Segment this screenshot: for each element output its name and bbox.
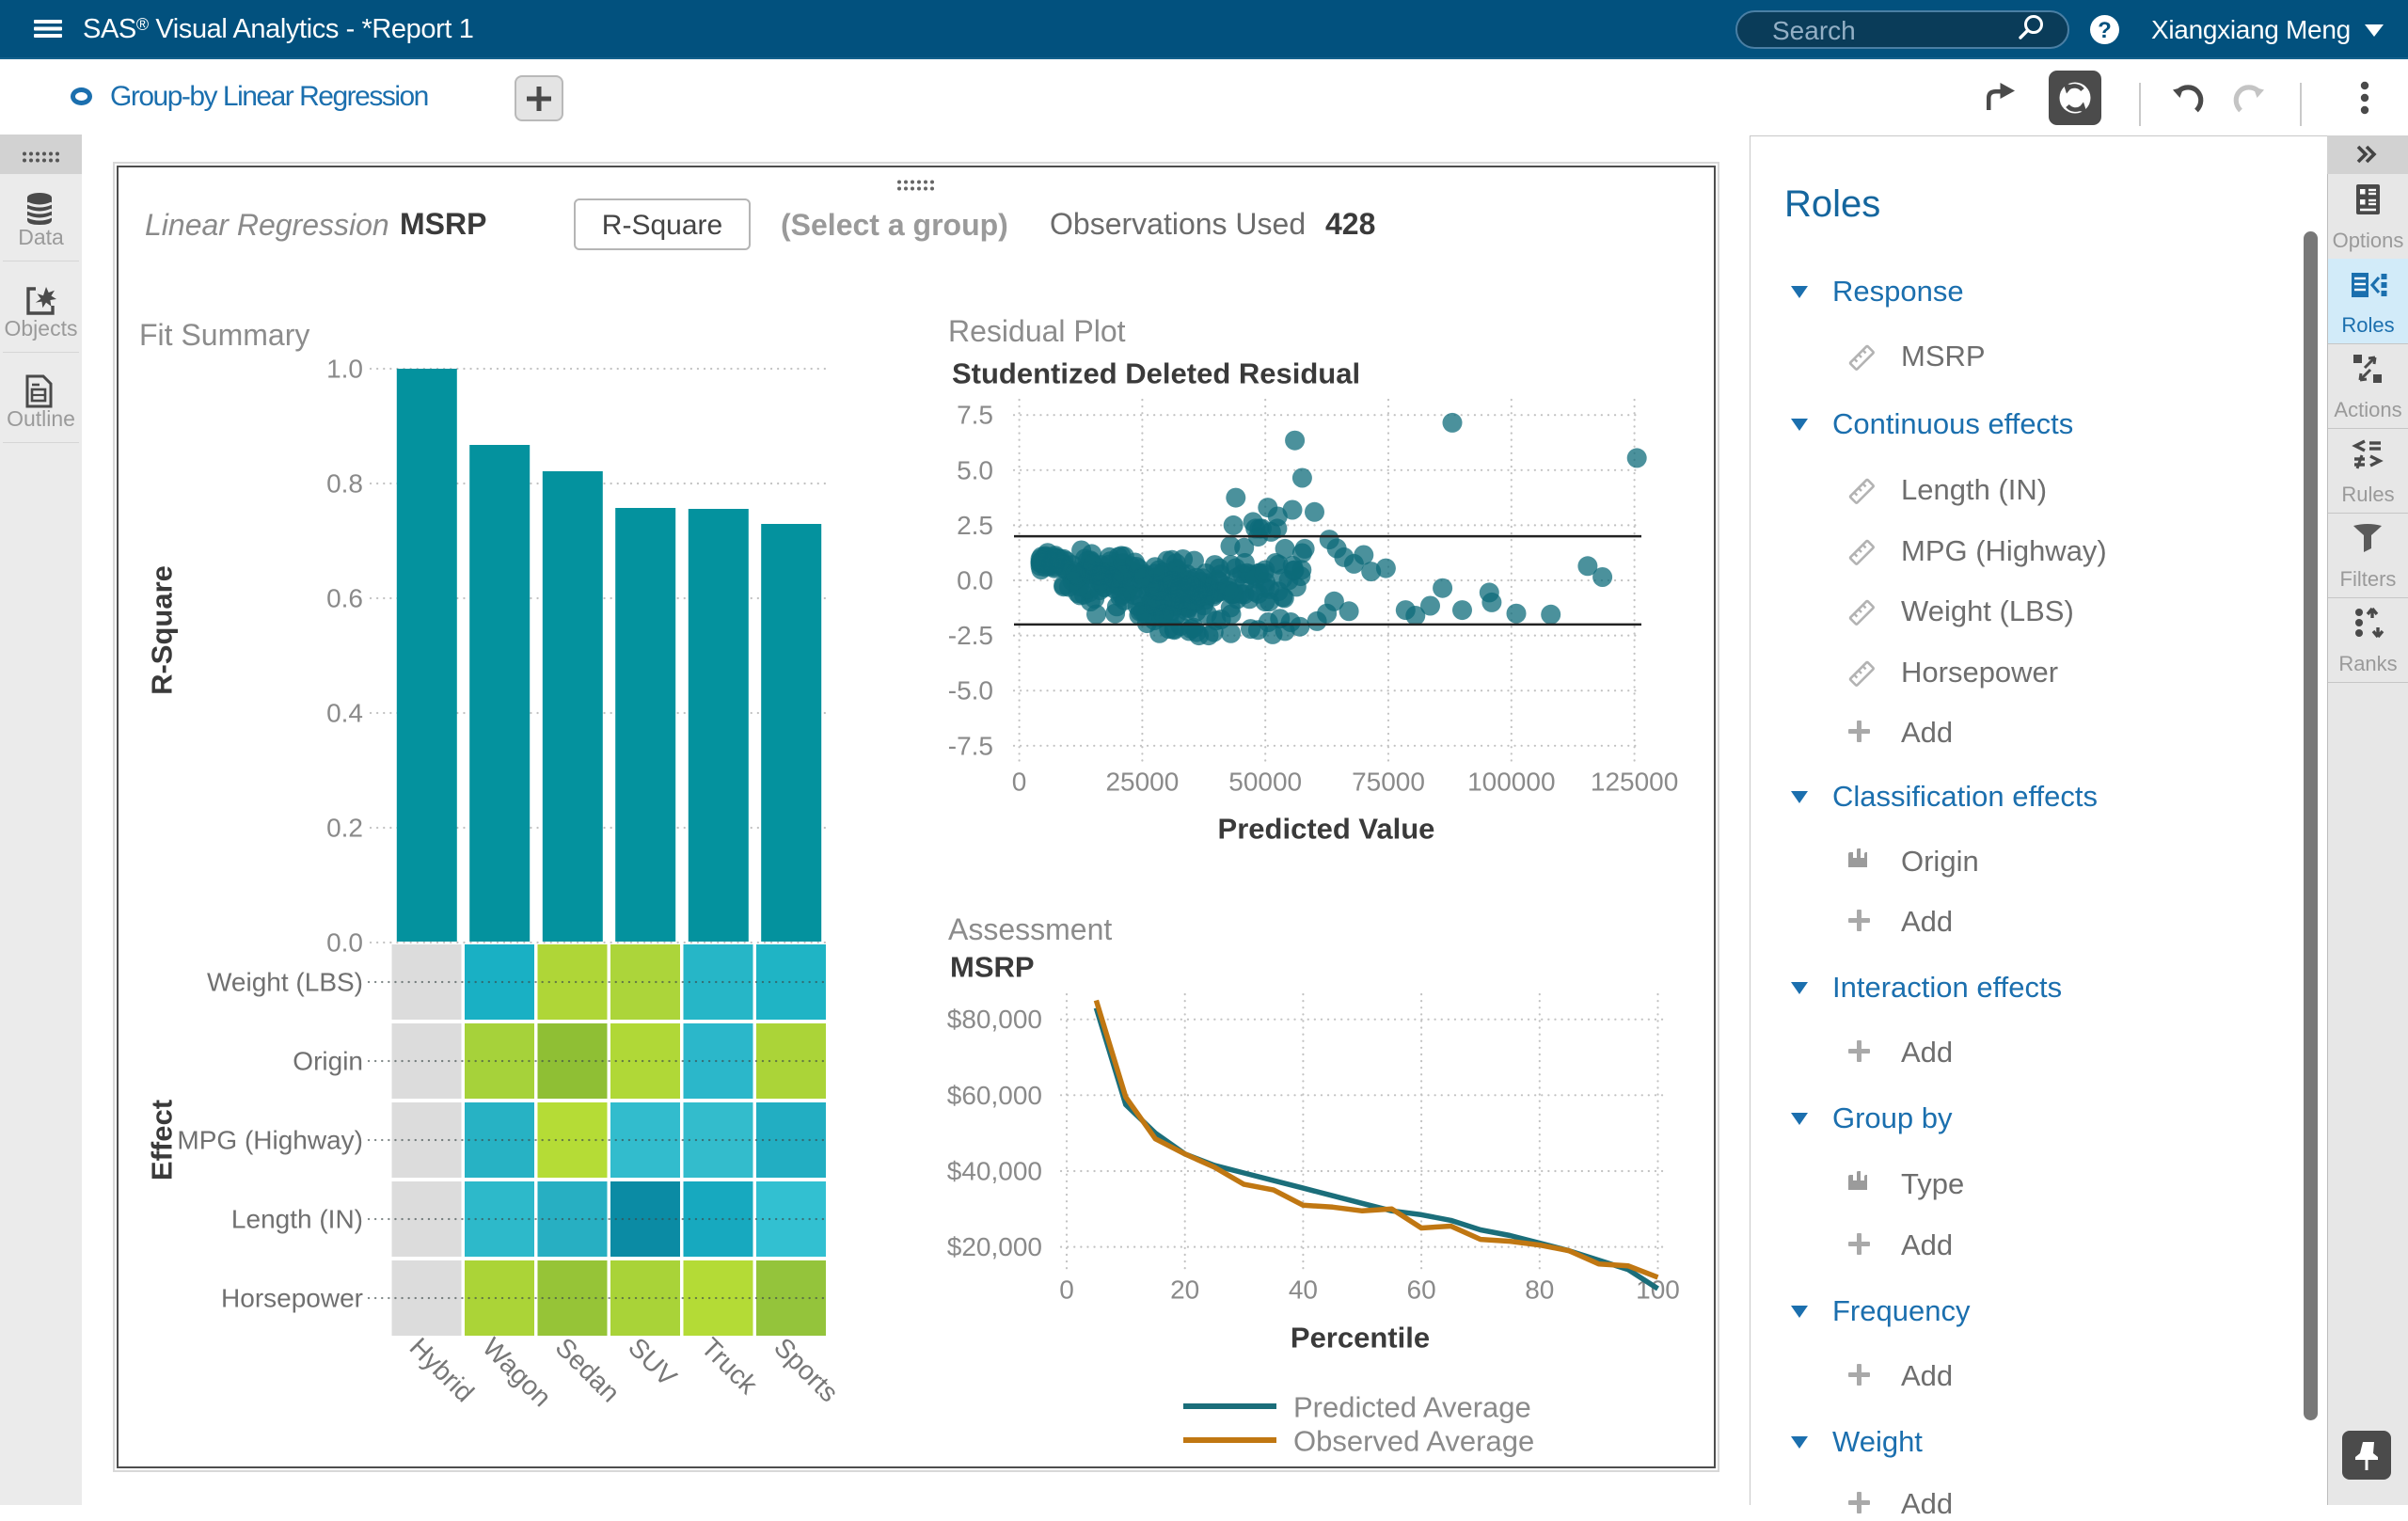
svg-text:1.0: 1.0: [326, 355, 363, 384]
svg-text:Horsepower: Horsepower: [221, 1284, 363, 1313]
svg-text:Origin: Origin: [293, 1047, 363, 1076]
svg-text:Predicted Average: Predicted Average: [1293, 1391, 1531, 1424]
svg-text:$40,000: $40,000: [947, 1157, 1042, 1186]
svg-text:75000: 75000: [1352, 768, 1425, 797]
svg-text:MSRP: MSRP: [950, 951, 1035, 984]
svg-text:$20,000: $20,000: [947, 1232, 1042, 1261]
svg-text:20: 20: [1170, 1275, 1199, 1305]
svg-text:Truck: Truck: [695, 1332, 764, 1401]
svg-text:50000: 50000: [1228, 768, 1302, 797]
svg-text:40: 40: [1289, 1275, 1318, 1305]
svg-text:0.0: 0.0: [326, 928, 363, 958]
svg-text:0: 0: [1012, 768, 1027, 797]
svg-text:80: 80: [1525, 1275, 1554, 1305]
svg-text:$60,000: $60,000: [947, 1081, 1042, 1110]
svg-text:0.2: 0.2: [326, 814, 363, 843]
svg-text:0.8: 0.8: [326, 469, 363, 499]
svg-text:-7.5: -7.5: [948, 731, 993, 760]
svg-text:-2.5: -2.5: [948, 621, 993, 650]
svg-text:Sports: Sports: [768, 1332, 844, 1408]
svg-text:Length (IN): Length (IN): [231, 1205, 363, 1234]
svg-text:$80,000: $80,000: [947, 1005, 1042, 1034]
svg-text:0.0: 0.0: [957, 566, 993, 595]
svg-text:Wagon: Wagon: [476, 1332, 557, 1413]
svg-text:Predicted Value: Predicted Value: [1218, 813, 1435, 846]
svg-text:-5.0: -5.0: [948, 676, 993, 705]
svg-text:Studentized Deleted Residual: Studentized Deleted Residual: [952, 357, 1360, 390]
svg-text:2.5: 2.5: [957, 511, 993, 540]
svg-text:Sedan: Sedan: [549, 1332, 626, 1408]
svg-text:7.5: 7.5: [957, 401, 993, 430]
svg-text:Hybrid: Hybrid: [404, 1332, 480, 1408]
svg-text:5.0: 5.0: [957, 455, 993, 484]
svg-text:R-Square: R-Square: [146, 565, 179, 695]
svg-text:125000: 125000: [1591, 768, 1678, 797]
svg-text:0: 0: [1059, 1275, 1074, 1305]
svg-text:100000: 100000: [1467, 768, 1555, 797]
svg-text:Fit Summary: Fit Summary: [139, 318, 309, 352]
svg-text:SUV: SUV: [622, 1332, 682, 1392]
svg-text:25000: 25000: [1105, 768, 1179, 797]
svg-text:0.6: 0.6: [326, 584, 363, 613]
svg-text:MPG (Highway): MPG (Highway): [177, 1126, 363, 1155]
svg-text:Percentile: Percentile: [1291, 1322, 1430, 1355]
svg-text:Residual Plot: Residual Plot: [948, 314, 1126, 348]
svg-text:Effect: Effect: [146, 1100, 179, 1180]
svg-text:Weight (LBS): Weight (LBS): [207, 968, 363, 997]
svg-text:60: 60: [1407, 1275, 1436, 1305]
svg-text:0.4: 0.4: [326, 699, 363, 728]
svg-text:Observed Average: Observed Average: [1293, 1425, 1534, 1458]
svg-text:Assessment: Assessment: [948, 912, 1112, 946]
